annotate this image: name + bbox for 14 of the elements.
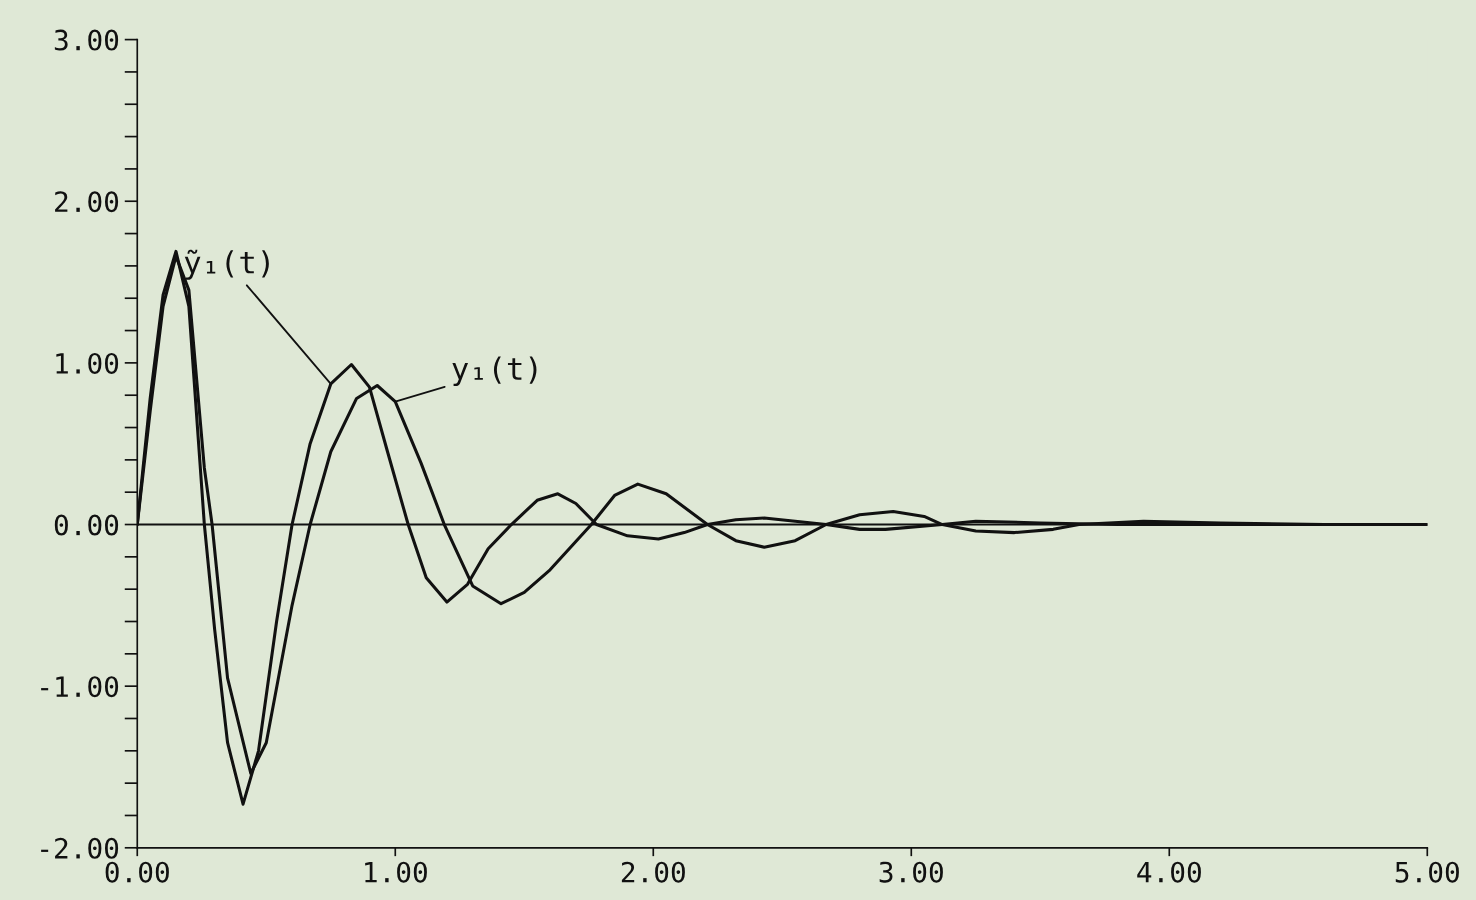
y-tick-label: -1.00: [41, 676, 119, 698]
y-tick-label: 2.00: [55, 191, 119, 213]
x-tick-label: 2.00: [621, 861, 685, 883]
series-label: ỹ₁(t): [184, 249, 269, 280]
x-tick-label: 1.00: [365, 861, 427, 883]
y-tick-label: 1.00: [56, 352, 119, 374]
y-tick-label: 3.00: [54, 29, 119, 51]
x-tick-label: 0.00: [105, 861, 169, 883]
x-tick-label: 3.00: [879, 861, 943, 883]
y-tick-label: 0.00: [54, 514, 119, 536]
x-tick-label: 5.00: [1395, 861, 1459, 883]
y-tick-label: -2.00: [41, 837, 119, 859]
series-label: y₁(t): [452, 356, 537, 386]
x-tick-label: 4.00: [1137, 861, 1201, 883]
